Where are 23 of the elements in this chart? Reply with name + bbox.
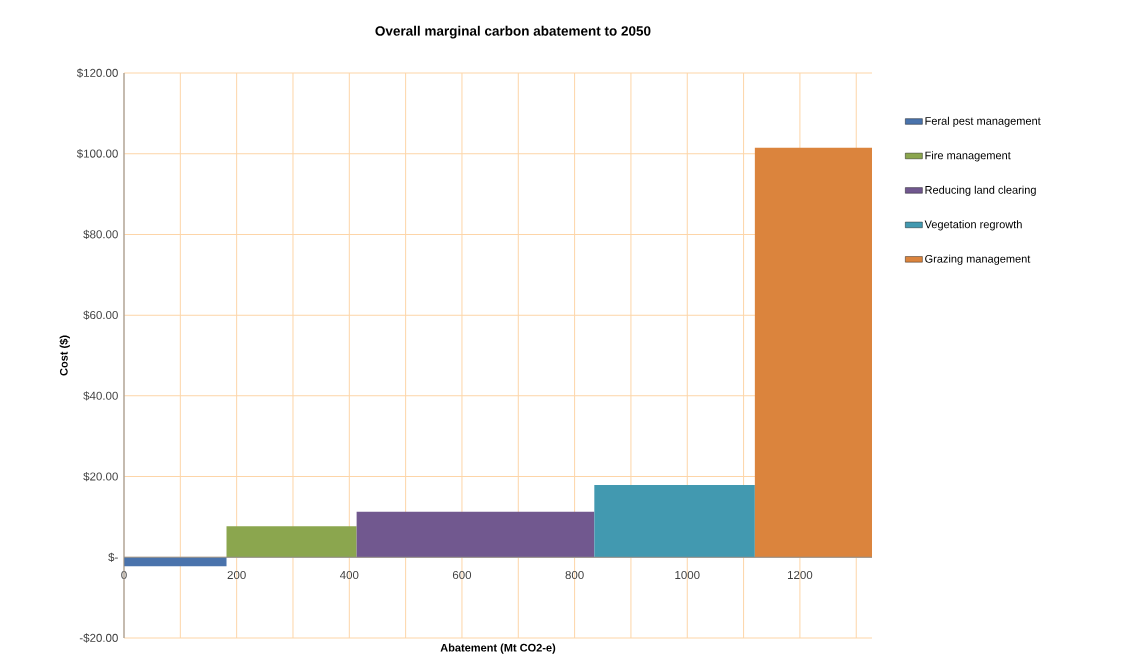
x-tick-label: 600 [452, 570, 472, 580]
legend-label: Grazing management [925, 254, 1031, 265]
y-tick-label: $120.00 [76, 68, 118, 78]
legend-label: Feral pest management [925, 116, 1041, 127]
x-tick-label: 400 [339, 570, 359, 580]
x-tick-label: 1200 [787, 570, 813, 580]
y-tick-label: $100.00 [76, 149, 118, 159]
chart-title: Overall marginal carbon abatement to 2050 [375, 25, 651, 39]
y-tick-label: $- [108, 552, 118, 562]
x-tick-label: 0 [121, 570, 127, 580]
y-tick-label: $40.00 [83, 391, 118, 401]
y-axis-title: Cost ($) [59, 335, 70, 376]
legend-label: Vegetation regrowth [924, 220, 1022, 231]
x-tick-label: 1000 [675, 570, 700, 580]
y-tick-label: $60.00 [83, 310, 118, 320]
legend-label: Reducing land clearing [925, 185, 1036, 196]
x-axis-title: Abatement (Mt CO2-e) [440, 643, 556, 654]
y-tick-label: $80.00 [83, 229, 118, 240]
x-tick-label: 800 [565, 570, 584, 580]
legend-label: Fire management [925, 151, 1011, 162]
x-tick-label: 200 [227, 570, 246, 580]
y-tick-label: $20.00 [83, 471, 118, 482]
y-tick-label: -$20.00 [79, 633, 118, 643]
